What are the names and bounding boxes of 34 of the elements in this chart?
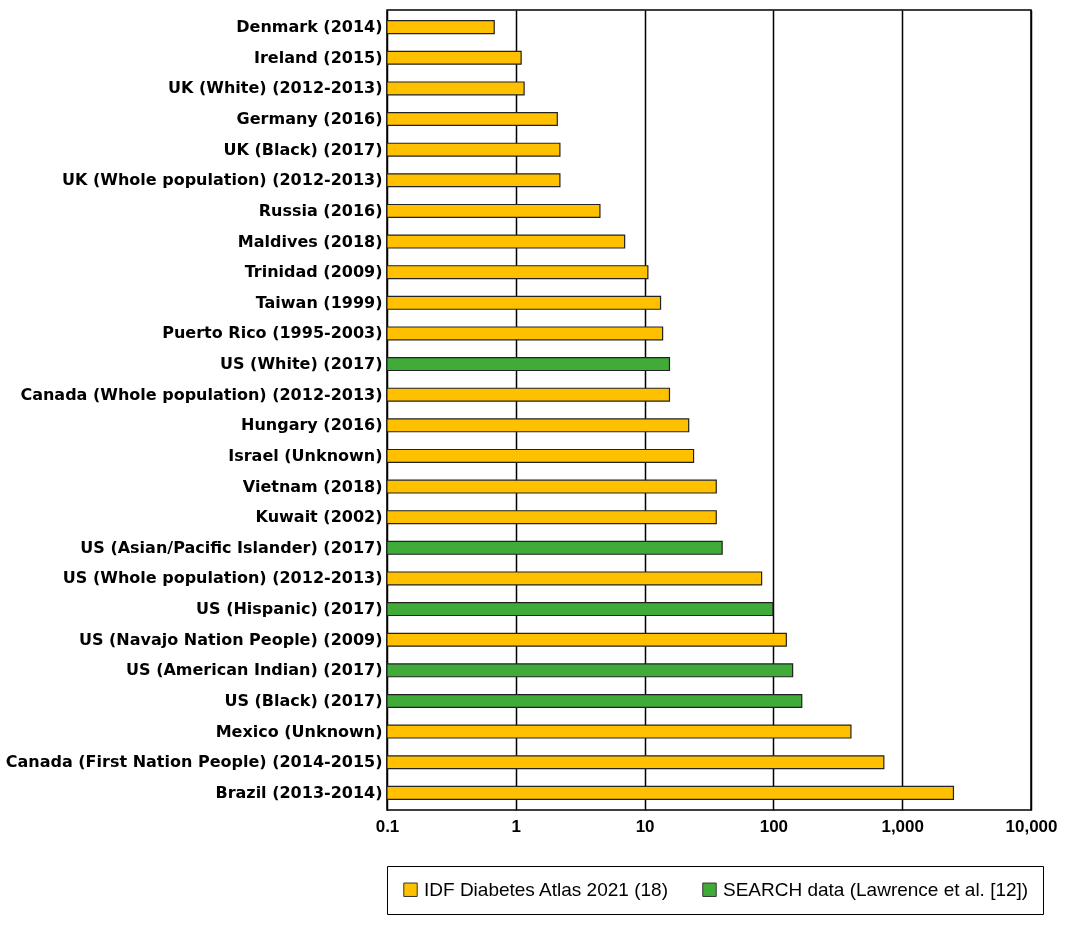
y-tick-label: Kuwait (2002) [255,507,383,527]
x-tick-label: 100 [759,816,789,836]
y-tick-label: Trinidad (2009) [244,262,383,282]
y-tick-label: Taiwan (1999) [255,292,383,312]
y-tick-label: Ireland (2015) [253,47,383,67]
x-tick-label: 10 [635,816,655,836]
y-tick-label: Denmark (2014) [236,17,383,37]
y-tick-label: Russia (2016) [258,200,383,220]
y-tick-label: US (Navajo Nation People) (2009) [78,629,383,649]
y-tick-label: Puerto Rico (1995-2003) [162,323,383,343]
y-tick-label: US (Black) (2017) [224,690,383,710]
x-tick-label: 0.1 [375,816,400,836]
y-tick-label: US (Hispanic) (2017) [196,599,383,619]
y-tick-label: Brazil (2013-2014) [215,782,383,802]
y-tick-label: US (White) (2017) [220,354,383,374]
y-tick-label: US (Whole population) (2012-2013) [62,568,383,588]
y-tick-label: Canada (Whole population) (2012-2013) [20,384,383,404]
x-tick-label: 1 [511,816,522,836]
y-tick-label: Hungary (2016) [241,415,383,435]
y-tick-label: Germany (2016) [236,109,383,129]
y-tick-label: Vietnam (2018) [242,476,383,496]
y-tick-label: UK (Whole population) (2012-2013) [61,170,383,190]
x-tick-label: 1,000 [881,816,924,836]
y-tick-label: Maldives (2018) [237,231,383,251]
y-tick-label: US (American Indian) (2017) [126,660,383,680]
y-tick-label: Canada (First Nation People) (2014-2015) [5,752,383,772]
x-tick-label: 10,000 [1005,816,1058,836]
y-tick-label: UK (White) (2012-2013) [167,78,383,98]
y-tick-label: UK (Black) (2017) [223,139,383,159]
y-tick-label: Mexico (Unknown) [215,721,383,741]
y-tick-label: Israel (Unknown) [228,445,383,465]
legend-label: IDF Diabetes Atlas 2021 (18) [424,878,668,900]
y-tick-label: US (Asian/Pacific Islander) (2017) [80,537,383,557]
legend-label: SEARCH data (Lawrence et al. [12]) [723,878,1029,900]
